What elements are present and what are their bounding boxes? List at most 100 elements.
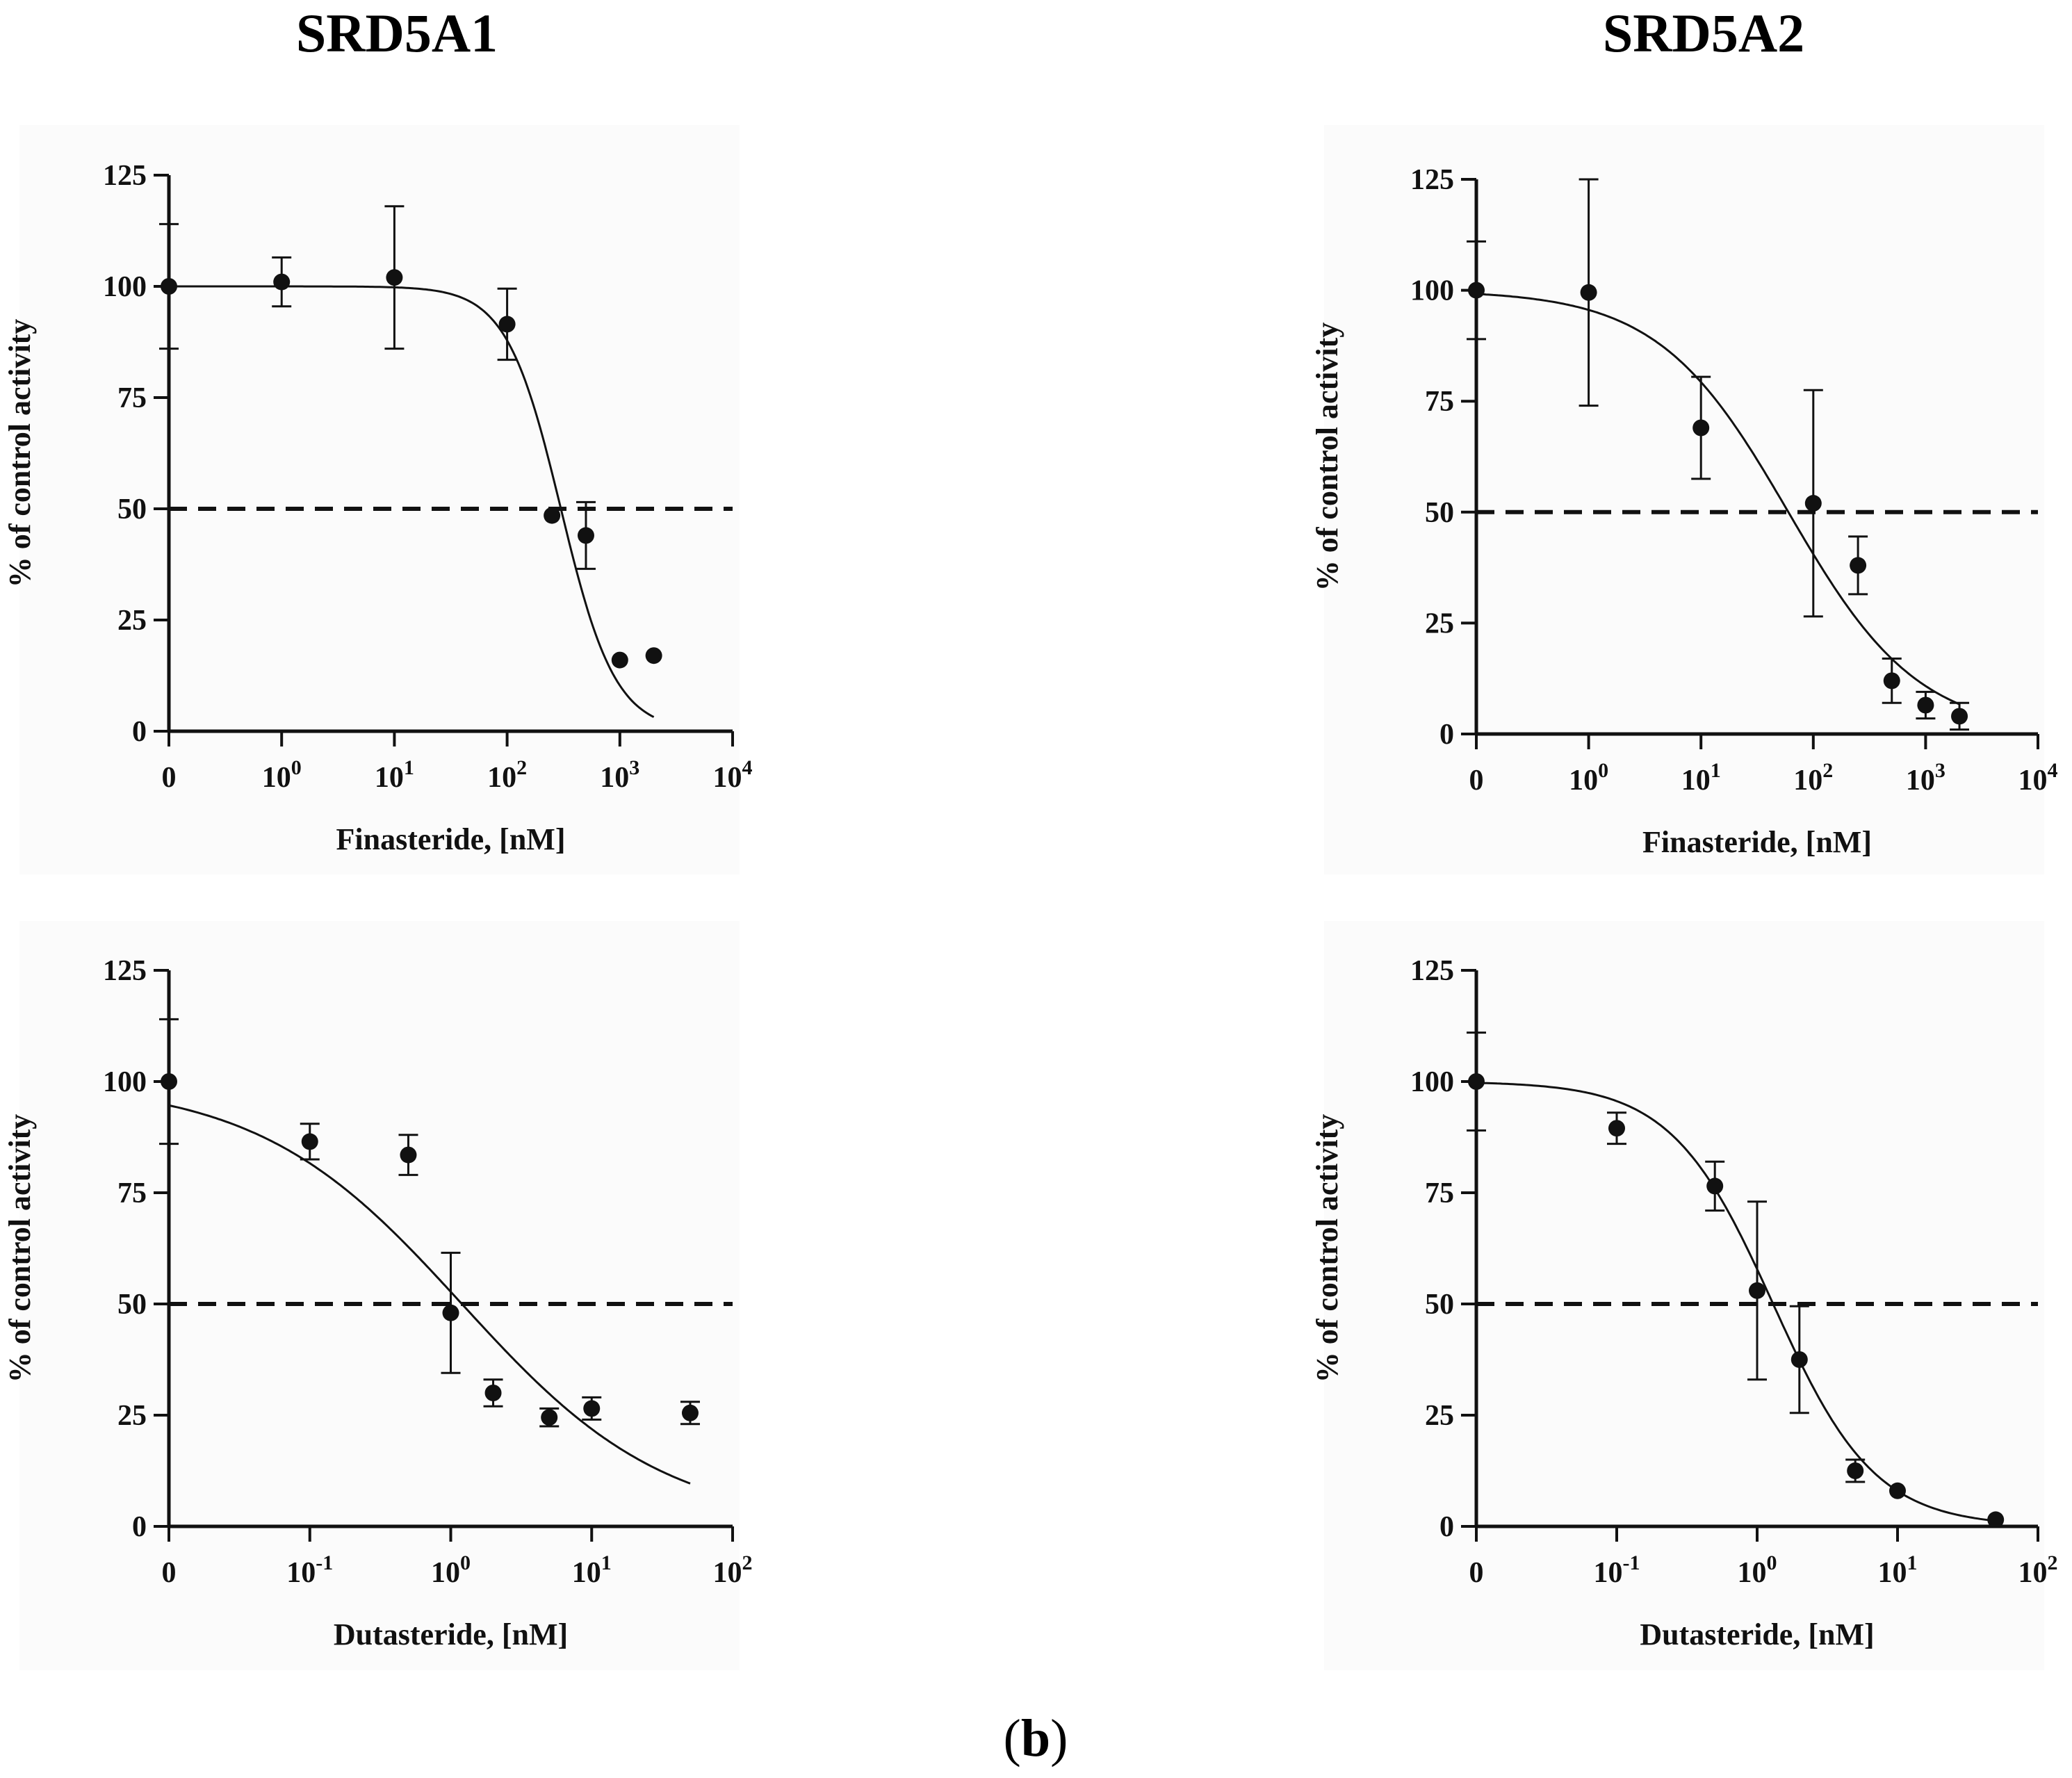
x-tick-label: 102 [2018,1551,2058,1589]
y-tick-label: 0 [1439,1511,1454,1543]
x-tick-exponent: 1 [404,756,414,779]
x-tick-exponent: 2 [1822,759,1833,782]
x-tick-exponent: 3 [1935,759,1945,782]
data-point [583,1400,601,1417]
x-tick-base: 10 [572,1557,601,1589]
x-tick-base: 10 [1738,1557,1767,1589]
panel-background [19,125,740,874]
data-point [1917,696,1934,714]
data-point [1889,1482,1906,1499]
x-tick-label: 103 [1906,759,1945,797]
data-point [400,1146,417,1164]
x-tick-base: 10 [2018,1557,2048,1589]
x-tick-label: 10-1 [1594,1551,1640,1589]
data-point [386,269,403,286]
data-point [1608,1120,1625,1137]
x-tick-exponent: 2 [516,756,527,779]
y-tick-label: 25 [117,1400,147,1432]
y-tick-label: 25 [1425,607,1454,639]
x-tick-label: 0 [1469,765,1484,797]
data-point [484,1385,502,1401]
x-tick-base: 10 [600,762,629,794]
x-tick-base: 10 [1906,765,1935,797]
y-tick-label: 125 [103,160,147,192]
x-tick-base: 10 [1569,765,1598,797]
x-tick-exponent: 0 [1598,759,1608,782]
panel-label-open: ( [1004,1709,1021,1768]
panel-background [1324,125,2044,874]
x-tick-base: 10 [431,1557,460,1589]
data-point [1749,1282,1765,1299]
x-tick-exponent: 4 [2048,759,2058,782]
panel-label-close: ) [1050,1709,1068,1768]
y-tick-label: 50 [117,1289,147,1321]
x-tick-label: 101 [375,756,414,794]
x-tick-base: 0 [1469,1557,1484,1589]
y-tick-label: 0 [132,1511,147,1543]
data-point [1804,495,1822,512]
y-axis-title: % of control activity [3,319,37,588]
data-point [1692,419,1710,437]
x-tick-exponent: 4 [742,756,753,779]
x-tick-label: 104 [713,756,753,794]
data-point [544,507,561,524]
y-tick-label: 100 [103,271,147,303]
data-point [611,651,628,669]
x-tick-exponent: 0 [460,1551,471,1574]
column-title-srd5a1: SRD5A1 [296,3,498,63]
x-tick-label: 100 [1738,1551,1777,1589]
x-tick-base: 0 [162,1557,177,1589]
x-tick-base: 0 [1469,765,1484,797]
x-tick-label: 101 [1878,1551,1918,1589]
fit-curve [169,285,655,718]
x-tick-label: 100 [262,756,302,794]
y-tick-label: 100 [1410,1066,1454,1098]
fit-curve [1476,293,1960,706]
x-tick-base: 10 [2018,765,2048,797]
y-tick-label: 0 [1439,719,1454,751]
data-point [161,278,177,295]
y-axis-title: % of control activity [1310,323,1344,592]
y-tick-label: 50 [117,494,147,525]
x-tick-base: 10 [1793,765,1822,797]
data-point [273,273,291,291]
x-tick-exponent: 2 [2048,1551,2058,1574]
y-tick-label: 100 [1410,275,1454,307]
x-tick-base: 10 [1878,1557,1907,1589]
x-tick-label: 100 [431,1551,471,1589]
y-tick-label: 75 [117,1177,147,1209]
data-point [541,1409,558,1426]
x-tick-label: 102 [1793,759,1833,797]
data-point [161,1073,177,1090]
x-tick-base: 10 [713,1557,742,1589]
x-tick-exponent: -1 [316,1551,333,1574]
x-tick-base: 10 [375,762,404,794]
x-tick-base: 10 [262,762,291,794]
x-tick-label: 0 [1469,1557,1484,1589]
panel-label: (b) [1004,1709,1068,1768]
x-axis-title: Dutasteride, [nM] [334,1617,568,1651]
y-axis-title: % of control activity [1310,1114,1344,1383]
x-tick-label: 10-1 [286,1551,333,1589]
panel-background [19,921,740,1670]
data-point [1468,1073,1485,1090]
panel-background [1324,921,2044,1670]
y-tick-label: 75 [1425,1177,1454,1209]
y-axis-title: % of control activity [3,1114,37,1383]
y-tick-label: 75 [117,382,147,414]
x-tick-base: 10 [1594,1557,1623,1589]
y-tick-label: 75 [1425,386,1454,418]
data-point [1850,557,1867,574]
x-tick-label: 100 [1569,759,1608,797]
column-title-srd5a2: SRD5A2 [1603,3,1804,63]
y-tick-label: 100 [103,1066,147,1098]
x-tick-label: 0 [162,1557,177,1589]
y-tick-label: 50 [1425,1289,1454,1321]
x-tick-label: 102 [713,1551,753,1589]
data-point [1883,672,1900,690]
data-point [301,1133,318,1150]
y-tick-label: 25 [117,605,147,637]
x-tick-exponent: 1 [1711,759,1721,782]
